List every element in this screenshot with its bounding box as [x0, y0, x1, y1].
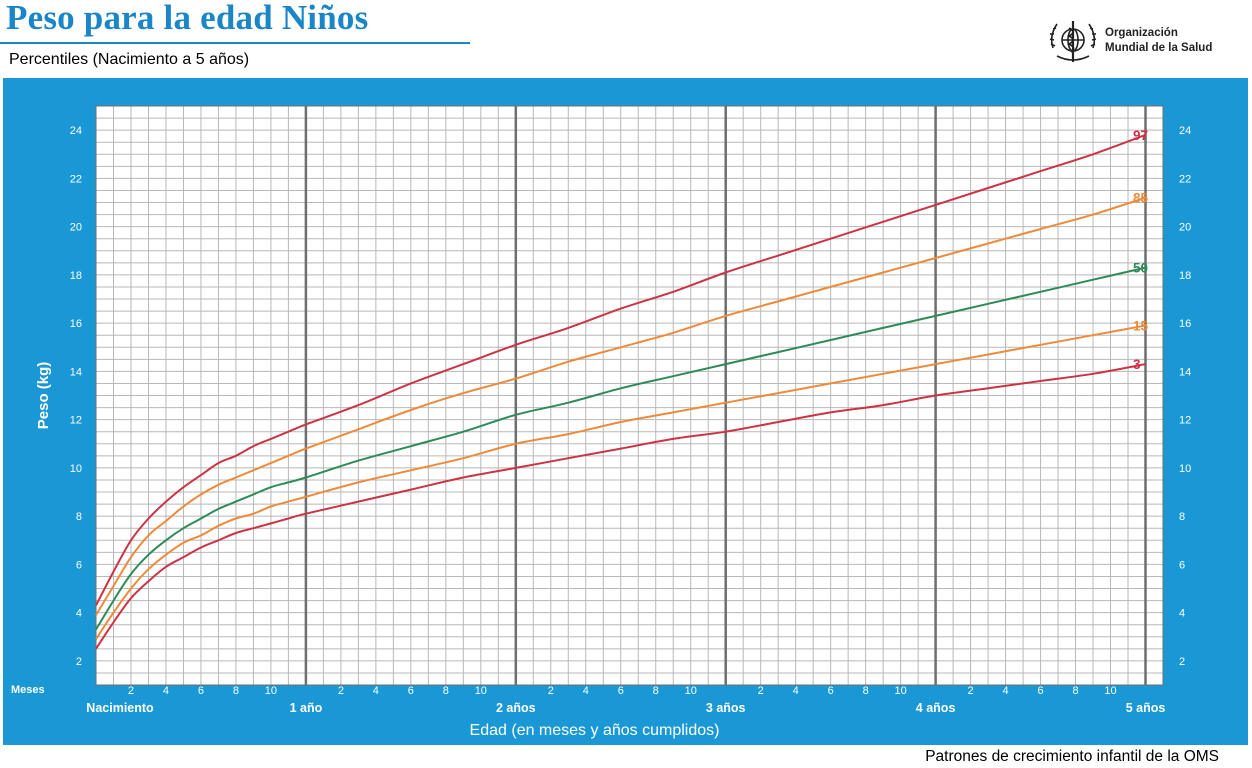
x-axis-title: Edad (en meses y años cumplidos) — [470, 722, 720, 739]
x-month-tick-label: 10 — [685, 685, 697, 697]
who-logo: Organización Mundial de la Salud — [1045, 18, 1245, 66]
x-year-label: 2 años — [496, 701, 536, 715]
percentile-85-line — [95, 196, 1146, 616]
y-tick-label-left: 12 — [70, 415, 82, 427]
x-month-tick-label: 6 — [828, 685, 834, 697]
org-name-line2: Mundial de la Salud — [1105, 42, 1213, 54]
x-year-label: 3 años — [706, 701, 746, 715]
x-month-tick-label: 4 — [163, 685, 169, 697]
page-title: Peso para la edad Niños — [6, 0, 369, 37]
x-year-label: Nacimiento — [86, 701, 154, 715]
y-tick-label-left: 16 — [70, 318, 82, 330]
y-tick-label-right: 16 — [1179, 318, 1191, 330]
y-tick-label-right: 22 — [1179, 173, 1191, 185]
x-month-tick-label: 10 — [1104, 685, 1116, 697]
y-tick-label-right: 8 — [1179, 511, 1185, 523]
footer-source: Patrones de crecimiento infantil de la O… — [925, 748, 1219, 765]
y-tick-label-left: 22 — [70, 173, 82, 185]
percentile-3-label: 3 — [1133, 357, 1141, 372]
x-month-tick-label: 2 — [128, 685, 134, 697]
plot-border — [95, 105, 1164, 686]
y-tick-label-left: 2 — [76, 656, 82, 668]
y-tick-label-right: 12 — [1179, 415, 1191, 427]
percentile-50-line — [95, 266, 1146, 631]
y-tick-label-right: 10 — [1179, 463, 1191, 475]
y-tick-label-right: 6 — [1179, 559, 1185, 571]
y-tick-label-left: 20 — [70, 222, 82, 234]
x-month-tick-label: 4 — [373, 685, 379, 697]
percentile-97-label: 97 — [1133, 128, 1148, 143]
x-month-tick-label: 6 — [408, 685, 414, 697]
x-month-tick-label: 2 — [548, 685, 554, 697]
x-year-label: 4 años — [916, 701, 956, 715]
chart-panel: 2 2 4 4 6 6 8 8 10 10 12 12 14 14 16 16 18 18 20 20 22 22 24 24… — [3, 78, 1248, 745]
x-month-tick-label: 8 — [653, 685, 659, 697]
percentile-50-label: 50 — [1133, 261, 1148, 276]
y-tick-label-left: 6 — [76, 559, 82, 571]
x-month-tick-label: 2 — [968, 685, 974, 697]
x-month-tick-label: 4 — [1003, 685, 1009, 697]
percentile-15-line — [95, 324, 1146, 640]
x-month-tick-label: 4 — [583, 685, 589, 697]
y-tick-label-right: 2 — [1179, 656, 1185, 668]
y-tick-label-right: 4 — [1179, 608, 1185, 620]
x-month-tick-label: 10 — [265, 685, 277, 697]
y-tick-label-right: 20 — [1179, 222, 1191, 234]
y-tick-label-right: 18 — [1179, 270, 1191, 282]
y-tick-label-right: 14 — [1179, 366, 1191, 378]
x-month-tick-label: 8 — [863, 685, 869, 697]
x-month-tick-label: 2 — [338, 685, 344, 697]
x-month-tick-label: 6 — [1037, 685, 1043, 697]
x-month-tick-label: 8 — [233, 685, 239, 697]
x-month-tick-label: 8 — [1072, 685, 1078, 697]
x-month-tick-label: 6 — [198, 685, 204, 697]
y-axis-title: Peso (kg) — [35, 362, 52, 430]
months-label: Meses — [11, 684, 45, 696]
x-month-tick-label: 10 — [894, 685, 906, 697]
y-tick-label-left: 18 — [70, 270, 82, 282]
page-subtitle: Percentiles (Nacimiento a 5 años) — [9, 51, 250, 68]
x-month-tick-label: 6 — [618, 685, 624, 697]
percentile-15-label: 15 — [1133, 319, 1149, 334]
x-month-tick-label: 8 — [443, 685, 449, 697]
x-year-label: 1 año — [290, 701, 323, 715]
org-name-line1: Organización — [1105, 27, 1178, 39]
y-tick-label-left: 8 — [76, 511, 82, 523]
percentile-3-line — [95, 363, 1146, 650]
y-tick-label-left: 4 — [76, 608, 82, 620]
percentile-85-label: 85 — [1133, 191, 1149, 206]
x-month-tick-label: 4 — [793, 685, 799, 697]
x-month-tick-label: 2 — [758, 685, 764, 697]
y-tick-label-left: 10 — [70, 463, 82, 475]
x-year-label: 5 años — [1126, 701, 1166, 715]
title-underline — [0, 42, 470, 44]
who-emblem-icon — [1049, 21, 1097, 62]
y-tick-label-right: 24 — [1179, 125, 1191, 137]
grid — [96, 105, 1164, 686]
y-tick-label-left: 14 — [70, 366, 82, 378]
x-month-tick-label: 10 — [475, 685, 487, 697]
percentile-97-line — [95, 133, 1146, 606]
y-tick-label-left: 24 — [70, 125, 82, 137]
